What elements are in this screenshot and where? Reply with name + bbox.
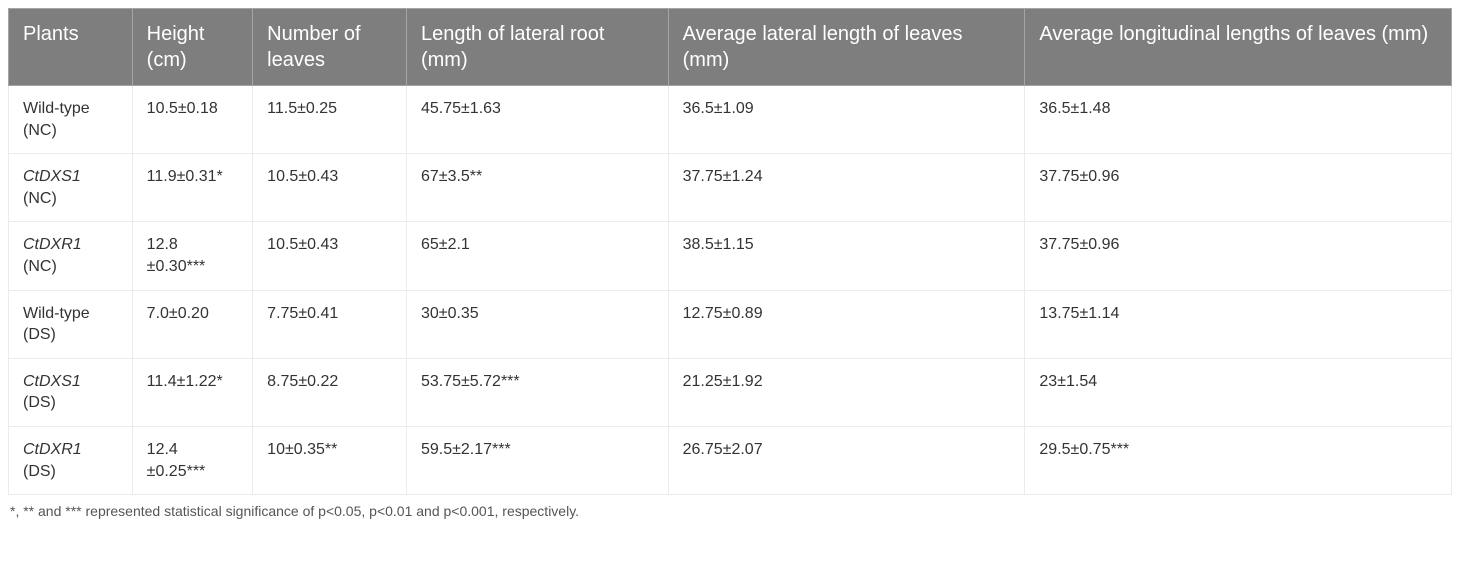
- plant-cell: CtDXR1 (NC): [9, 222, 133, 290]
- plant-name-paren: (NC): [23, 188, 118, 210]
- plant-cell: CtDXR1 (DS): [9, 426, 133, 494]
- data-cell: 53.75±5.72***: [406, 358, 668, 426]
- column-header: Length of lateral root (mm): [406, 9, 668, 86]
- table-row: CtDXS1 (DS) 11.4±1.22*8.75±0.2253.75±5.72*…: [9, 358, 1452, 426]
- plant-name-paren: (NC): [23, 120, 118, 142]
- column-header: Number of leaves: [253, 9, 407, 86]
- plant-name-prefix: Wild-type: [23, 305, 90, 322]
- plant-name-prefix: Wild-type: [23, 100, 90, 117]
- data-cell: 26.75±2.07: [668, 426, 1025, 494]
- table-row: Wild-type (DS) 7.0±0.207.75±0.4130±0.3512.…: [9, 290, 1452, 358]
- plant-cell: Wild-type (NC): [9, 86, 133, 154]
- plant-cell: CtDXS1 (NC): [9, 154, 133, 222]
- data-cell: 7.0±0.20: [132, 290, 253, 358]
- plant-cell: Wild-type (DS): [9, 290, 133, 358]
- plant-name-prefix: CtDXS1: [23, 373, 81, 390]
- data-cell: 29.5±0.75***: [1025, 426, 1452, 494]
- data-cell: 11.9±0.31*: [132, 154, 253, 222]
- table-row: CtDXR1 (NC) 12.8 ±0.30***10.5±0.4365±2.138…: [9, 222, 1452, 290]
- data-table: PlantsHeight (cm)Number of leavesLength …: [8, 8, 1452, 495]
- table-row: Wild-type (NC) 10.5±0.1811.5±0.2545.75±1.6…: [9, 86, 1452, 154]
- column-header: Average longitudinal lengths of leaves (…: [1025, 9, 1452, 86]
- column-header: Height (cm): [132, 9, 253, 86]
- table-row: CtDXR1 (DS) 12.4 ±0.25***10±0.35**59.5±2.1…: [9, 426, 1452, 494]
- plant-name-paren: (DS): [23, 461, 118, 483]
- plant-name-prefix: CtDXR1: [23, 236, 82, 253]
- data-cell: 65±2.1: [406, 222, 668, 290]
- data-cell: 37.75±0.96: [1025, 154, 1452, 222]
- data-cell: 8.75±0.22: [253, 358, 407, 426]
- table-caption: *, ** and *** represented statistical si…: [8, 495, 1452, 519]
- data-cell: 37.75±1.24: [668, 154, 1025, 222]
- plant-name-prefix: CtDXS1: [23, 168, 81, 185]
- data-cell: 37.75±0.96: [1025, 222, 1452, 290]
- data-cell: 38.5±1.15: [668, 222, 1025, 290]
- column-header: Average lateral length of leaves (mm): [668, 9, 1025, 86]
- table-header-row: PlantsHeight (cm)Number of leavesLength …: [9, 9, 1452, 86]
- plant-name-paren: (DS): [23, 392, 118, 414]
- data-cell: 10±0.35**: [253, 426, 407, 494]
- data-cell: 30±0.35: [406, 290, 668, 358]
- plant-name-prefix: CtDXR1: [23, 441, 82, 458]
- data-cell: 21.25±1.92: [668, 358, 1025, 426]
- data-cell: 45.75±1.63: [406, 86, 668, 154]
- table-row: CtDXS1(NC)11.9±0.31*10.5±0.4367±3.5**37.…: [9, 154, 1452, 222]
- data-cell: 67±3.5**: [406, 154, 668, 222]
- data-cell: 7.75±0.41: [253, 290, 407, 358]
- column-header: Plants: [9, 9, 133, 86]
- data-cell: 11.5±0.25: [253, 86, 407, 154]
- data-cell: 13.75±1.14: [1025, 290, 1452, 358]
- data-cell: 12.75±0.89: [668, 290, 1025, 358]
- plant-cell: CtDXS1 (DS): [9, 358, 133, 426]
- data-cell: 12.4 ±0.25***: [132, 426, 253, 494]
- data-cell: 10.5±0.43: [253, 222, 407, 290]
- data-cell: 36.5±1.09: [668, 86, 1025, 154]
- plant-name-paren: (NC): [23, 256, 118, 278]
- data-cell: 12.8 ±0.30***: [132, 222, 253, 290]
- data-cell: 36.5±1.48: [1025, 86, 1452, 154]
- data-cell: 10.5±0.43: [253, 154, 407, 222]
- data-cell: 10.5±0.18: [132, 86, 253, 154]
- data-cell: 23±1.54: [1025, 358, 1452, 426]
- plant-name-paren: (DS): [23, 324, 118, 346]
- data-cell: 11.4±1.22*: [132, 358, 253, 426]
- data-cell: 59.5±2.17***: [406, 426, 668, 494]
